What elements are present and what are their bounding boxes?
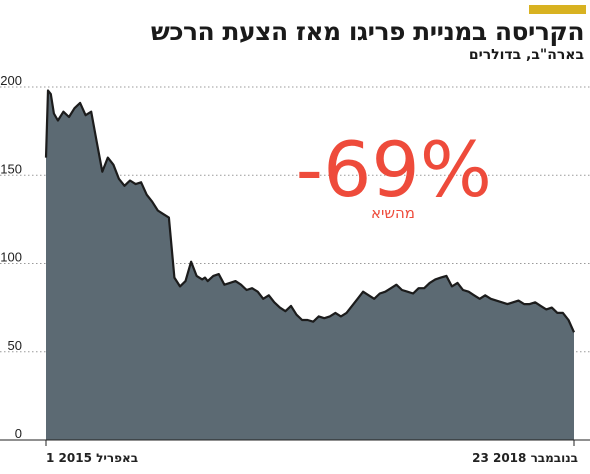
y-axis-ticks: 0 50 100 150 200 xyxy=(0,73,22,441)
x-label-start: 1 באפריל 2015 xyxy=(46,451,138,465)
chart-title: הקריסה במניית פריגו מאז הצעת הרכש xyxy=(150,17,585,46)
price-area xyxy=(46,90,574,440)
x-label-end: 23 בנובמבר 2018 xyxy=(472,451,578,465)
price-line xyxy=(44,89,576,333)
decline-percentage: -69% xyxy=(296,125,492,214)
accent-bar xyxy=(529,5,586,14)
chart-subtitle: בארה"ב, בדולרים xyxy=(468,47,584,63)
decline-caption: מהשיא xyxy=(371,204,415,222)
y-tick-label-100: 100 xyxy=(0,250,22,265)
x-axis: 1 באפריל 2015 23 בנובמבר 2018 xyxy=(0,439,590,465)
y-tick-label-50: 50 xyxy=(8,338,22,353)
y-tick-label-0: 0 xyxy=(15,426,22,441)
y-tick-label-150: 150 xyxy=(0,161,22,176)
y-tick-label-200: 200 xyxy=(0,73,22,88)
